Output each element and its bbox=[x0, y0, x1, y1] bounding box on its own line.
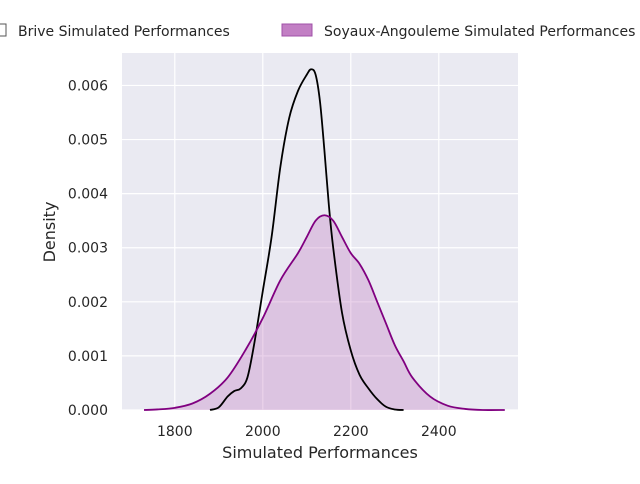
density-line-brive bbox=[209, 68, 404, 411]
legend-swatch-brive bbox=[0, 23, 7, 37]
x-axis-label: Simulated Performances bbox=[222, 443, 418, 462]
y-tick-label: 0.003 bbox=[68, 241, 108, 257]
y-axis-label: Density bbox=[40, 202, 59, 263]
y-tick-label: 0.004 bbox=[68, 187, 108, 203]
y-tick-label: 0.006 bbox=[68, 78, 108, 94]
legend-swatch-soyaux bbox=[281, 23, 313, 37]
legend: Brive Simulated Performances Soyaux-Ango… bbox=[0, 23, 635, 40]
legend-label-brive: Brive Simulated Performances bbox=[18, 24, 230, 40]
legend-label-soyaux: Soyaux-Angouleme Simulated Performances bbox=[324, 24, 635, 40]
x-tick-label: 2200 bbox=[333, 424, 369, 440]
density-area-soyaux bbox=[144, 215, 505, 411]
x-tick-label: 2400 bbox=[421, 424, 457, 440]
plot-background bbox=[122, 53, 518, 410]
x-tick-label: 2000 bbox=[245, 424, 281, 440]
series-layer bbox=[143, 68, 505, 411]
y-tick-label: 0.001 bbox=[68, 349, 108, 365]
x-tick-label: 1800 bbox=[157, 424, 193, 440]
y-tick-label: 0.002 bbox=[68, 295, 108, 311]
y-tick-label: 0.000 bbox=[68, 403, 108, 419]
density-line-soyaux bbox=[143, 214, 505, 411]
tick-labels: 1800 2000 2200 2400 0.000 0.001 0.002 0.003 0.00… bbox=[68, 78, 457, 440]
grid-lines bbox=[122, 53, 518, 411]
y-tick-label: 0.005 bbox=[68, 133, 108, 149]
